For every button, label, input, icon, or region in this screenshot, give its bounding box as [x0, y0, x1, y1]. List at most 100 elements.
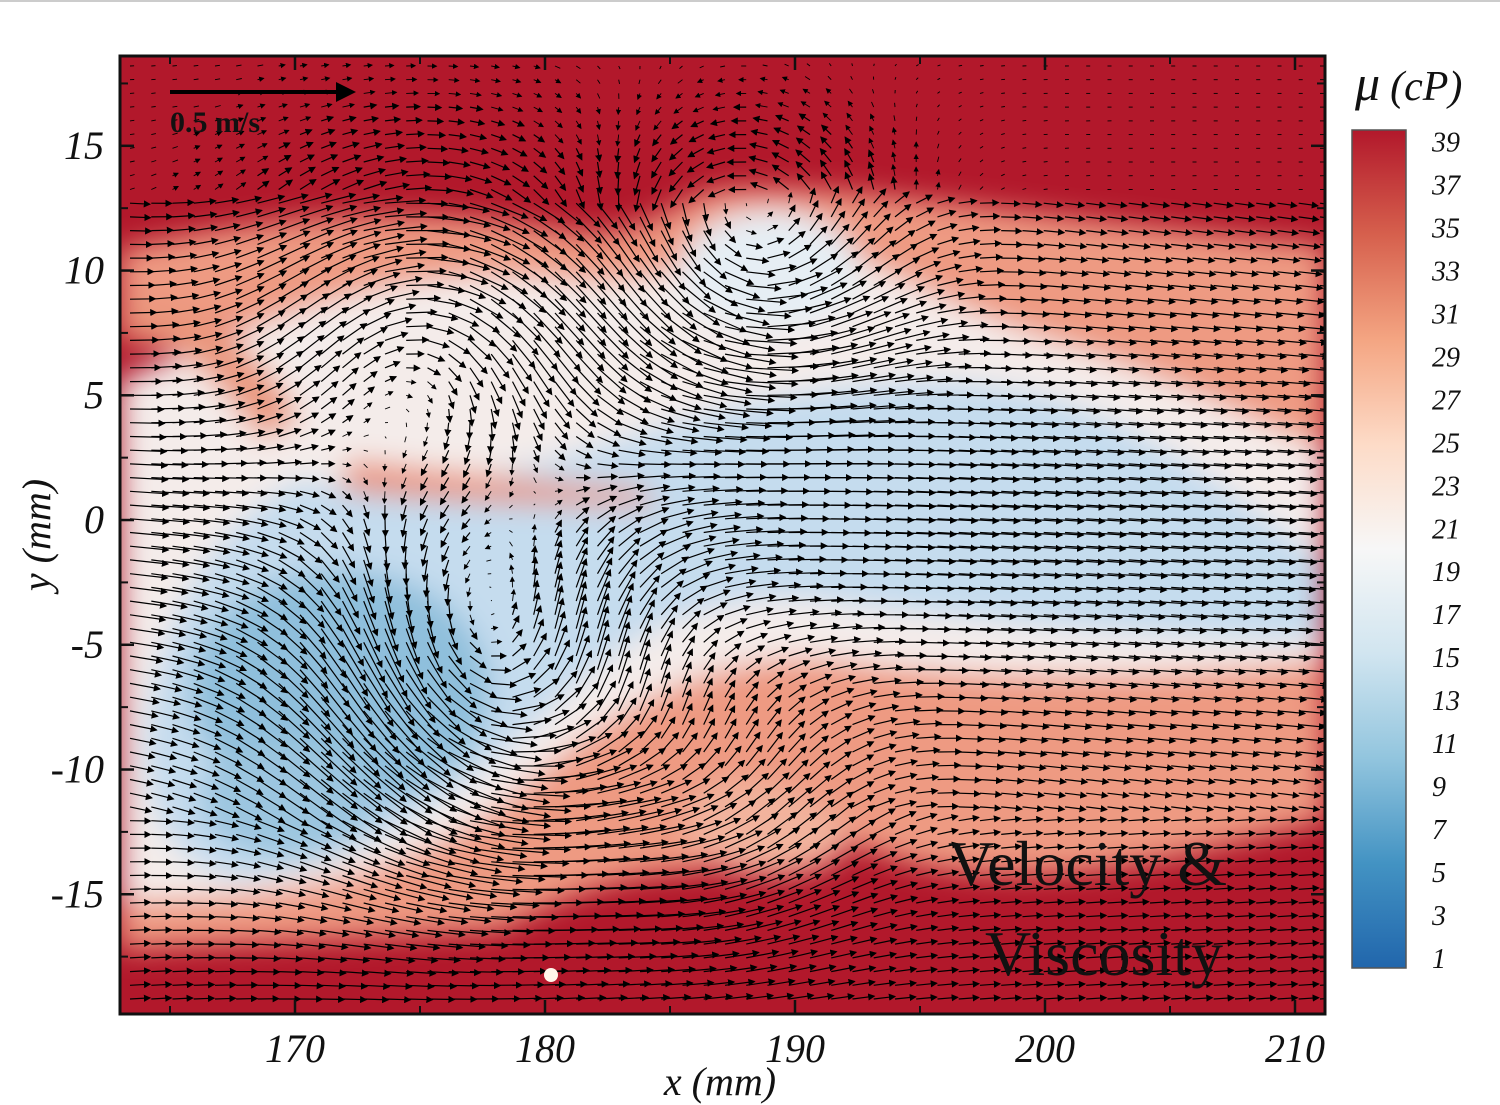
velocity-vector [825, 88, 832, 94]
velocity-vector [214, 183, 224, 190]
velocity-vector [512, 78, 522, 84]
velocity-vector [915, 116, 918, 121]
velocity-vector [615, 134, 621, 147]
velocity-vector [958, 762, 983, 770]
velocity-vector [129, 213, 152, 222]
y-axis-title: y (mm) [14, 479, 59, 595]
velocity-vector [871, 101, 875, 108]
velocity-vector [575, 106, 582, 114]
velocity-vector [257, 116, 267, 122]
velocity-vector [448, 91, 462, 97]
velocity-vector [299, 166, 316, 177]
x-tick-label: 200 [1015, 1026, 1075, 1071]
velocity-vector [707, 188, 726, 198]
velocity-vector [654, 106, 662, 115]
velocity-vector [512, 106, 524, 112]
colorbar-tick-label: 5 [1432, 858, 1446, 889]
velocity-vector [554, 78, 562, 84]
velocity-vector [935, 181, 941, 190]
velocity-vector [824, 100, 832, 108]
velocity-vector [754, 103, 768, 109]
velocity-vector [172, 119, 178, 122]
velocity-vector [172, 185, 179, 191]
velocity-vector [651, 175, 662, 195]
velocity-vector [979, 212, 1001, 220]
velocity-vector [469, 188, 494, 199]
velocity-vector [1022, 174, 1027, 177]
velocity-vector [491, 92, 503, 98]
velocity-vector [384, 156, 407, 164]
velocity-vector [278, 129, 290, 136]
velocity-vector [214, 105, 221, 108]
velocity-vector [673, 106, 683, 114]
velocity-vector [278, 142, 291, 149]
velocity-vector [490, 147, 509, 156]
velocity-vector [690, 120, 704, 128]
x-tick-label: 210 [1265, 1026, 1325, 1071]
velocity-vector [214, 78, 221, 81]
velocity-vector [827, 75, 832, 81]
velocity-vector [278, 154, 292, 163]
velocity-vector [771, 140, 789, 149]
velocity-vector [894, 76, 897, 80]
velocity-vector [257, 64, 264, 67]
velocity-vector [406, 240, 450, 248]
velocity-vector [151, 940, 173, 948]
velocity-vector [172, 940, 195, 948]
velocity-vector [618, 79, 620, 84]
velocity-vector [406, 103, 421, 111]
annotation-line-1: Velocity & [948, 828, 1227, 899]
velocity-vector [706, 175, 726, 184]
velocity-vector [427, 131, 447, 139]
velocity-vector [575, 161, 584, 177]
velocity-vector [129, 912, 152, 920]
velocity-vector [512, 147, 528, 157]
velocity-vector [705, 161, 726, 170]
velocity-vector [798, 113, 811, 122]
velocity-vector [384, 169, 409, 177]
velocity-vector [490, 188, 513, 201]
velocity-vector [193, 899, 217, 908]
velocity-vector [363, 128, 381, 136]
velocity-vector [677, 79, 683, 84]
velocity-vector [800, 101, 811, 108]
velocity-vector [575, 148, 583, 161]
velocity-vector [1043, 188, 1048, 190]
velocity-vector [771, 164, 790, 177]
velocity-vector [795, 137, 811, 149]
velocity-vector [915, 77, 919, 81]
velocity-vector [707, 133, 726, 141]
velocity-vector [979, 159, 984, 163]
velocity-vector [891, 151, 897, 163]
velocity-vector [615, 120, 621, 131]
velocity-vector [851, 63, 853, 67]
velocity-vector [575, 92, 582, 99]
velocity-vector [749, 181, 768, 191]
colorbar-bar [1351, 129, 1407, 969]
velocity-vector [979, 65, 984, 67]
viscosity-region-red-streak [340, 460, 660, 505]
velocity-vector [774, 114, 789, 122]
velocity-vector [342, 179, 365, 191]
velocity-vector [675, 93, 683, 99]
velocity-vector [958, 171, 962, 177]
velocity-vector [671, 120, 683, 130]
colorbar-tick-label: 7 [1432, 815, 1447, 846]
y-tick-label: 0 [84, 497, 104, 542]
velocity-vector [257, 155, 269, 163]
x-tick-label: 180 [515, 1026, 575, 1071]
velocity-vector [320, 141, 337, 149]
velocity-vector [575, 120, 582, 130]
velocity-vector [278, 116, 289, 122]
velocity-vector [533, 147, 547, 158]
velocity-vector [151, 160, 157, 163]
velocity-vector [469, 161, 491, 170]
viscosity-region-vortex-core-inner [200, 740, 380, 860]
velocity-vector [1043, 174, 1048, 177]
velocity-vector [172, 146, 178, 149]
velocity-vector [795, 149, 811, 163]
velocity-vector [448, 160, 471, 168]
reference-vector-label: 0.5 m/s [170, 106, 260, 139]
velocity-vector [575, 79, 581, 84]
velocity-vector [891, 126, 898, 135]
